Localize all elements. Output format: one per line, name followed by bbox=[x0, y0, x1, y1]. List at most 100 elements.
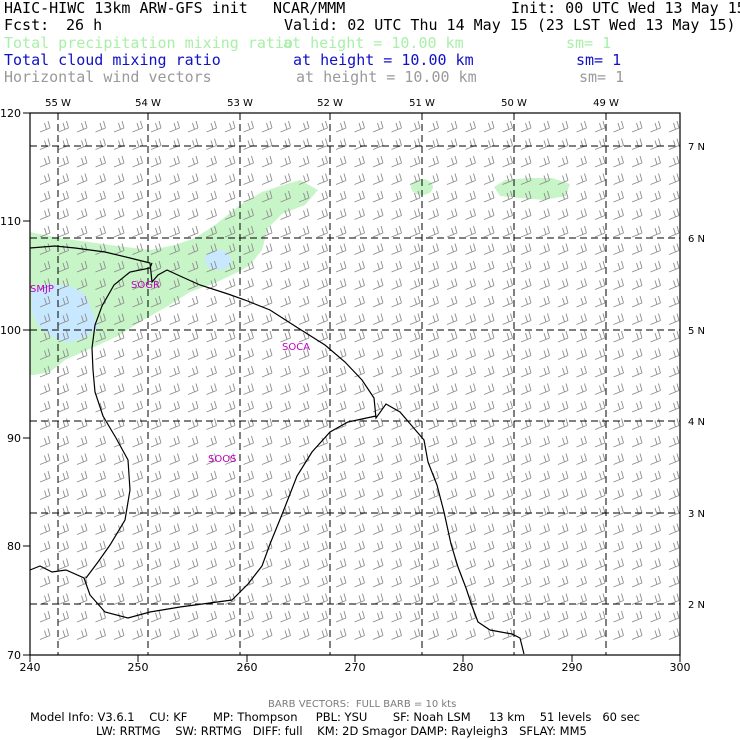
wind-barb bbox=[169, 558, 180, 570]
wind-barb bbox=[280, 348, 291, 360]
wind-barb bbox=[520, 190, 532, 203]
wind-barb bbox=[132, 243, 143, 255]
wind-barb bbox=[187, 243, 199, 255]
wind-barb bbox=[650, 400, 661, 413]
wind-barb bbox=[150, 190, 162, 203]
wind-barb bbox=[224, 243, 236, 255]
wind-barb bbox=[613, 540, 624, 553]
wind-barb bbox=[465, 540, 476, 553]
wind-barb bbox=[557, 470, 569, 483]
wind-barb bbox=[502, 593, 513, 605]
wind-barb bbox=[298, 523, 310, 535]
wind-barb bbox=[76, 138, 88, 150]
wind-barb bbox=[631, 173, 643, 185]
wind-barb bbox=[594, 610, 606, 623]
wind-barb bbox=[298, 575, 310, 588]
wind-barb bbox=[187, 348, 199, 360]
wind-barb bbox=[391, 330, 402, 343]
wind-barb bbox=[150, 540, 162, 553]
wind-barb bbox=[317, 575, 328, 588]
longitude-label: 52 W bbox=[317, 98, 343, 109]
wind-barb bbox=[39, 505, 51, 518]
wind-barb bbox=[206, 208, 217, 220]
wind-barb bbox=[372, 208, 384, 220]
wind-barb bbox=[668, 173, 680, 185]
cloud-field-smooth: sm= 1 bbox=[576, 51, 622, 69]
wind-barb bbox=[668, 488, 680, 500]
wind-barb bbox=[465, 575, 476, 588]
wind-barb bbox=[317, 400, 328, 413]
y-tick-label: 100 bbox=[0, 324, 21, 337]
wind-barb bbox=[631, 383, 643, 395]
wind-barb bbox=[58, 190, 69, 203]
wind-barb bbox=[280, 383, 291, 395]
wind-barb bbox=[206, 155, 217, 168]
wind-barb bbox=[58, 138, 69, 150]
wind-barb bbox=[483, 278, 495, 290]
station-label: SOCA bbox=[282, 342, 310, 353]
wind-barb bbox=[520, 453, 532, 465]
y-tick-label: 90 bbox=[7, 432, 21, 445]
wind-barb bbox=[261, 400, 273, 413]
wind-barb bbox=[631, 120, 643, 133]
x-tick-label: 240 bbox=[20, 661, 41, 674]
wind-barb bbox=[261, 243, 273, 255]
wind-barb bbox=[95, 190, 106, 203]
wind-barb bbox=[650, 523, 661, 535]
wind-barb bbox=[409, 313, 421, 325]
wind-barb bbox=[594, 593, 606, 605]
wind-barb bbox=[391, 295, 402, 308]
wind-barb bbox=[465, 260, 476, 273]
wind-barb bbox=[132, 155, 143, 168]
wind-barb bbox=[113, 243, 125, 255]
wind-barb bbox=[502, 453, 513, 465]
wind-barb bbox=[483, 155, 495, 168]
wind-barb bbox=[150, 155, 162, 168]
wind-barb bbox=[465, 138, 476, 150]
wind-barb bbox=[187, 523, 199, 535]
wind-barb bbox=[224, 575, 236, 588]
wind-barb bbox=[298, 348, 310, 360]
wind-barb bbox=[631, 225, 643, 238]
wind-barb bbox=[39, 453, 51, 465]
wind-barb bbox=[224, 225, 236, 238]
wind-barb bbox=[409, 558, 421, 570]
lat-lon-grid bbox=[30, 113, 680, 655]
wind-barb bbox=[243, 418, 254, 430]
wind-barb bbox=[150, 243, 162, 255]
wind-barb bbox=[409, 575, 421, 588]
wind-barb bbox=[502, 470, 513, 483]
wind-barb bbox=[631, 330, 643, 343]
wind-barb bbox=[372, 418, 384, 430]
wind-barb bbox=[539, 558, 550, 570]
wind-barb bbox=[428, 260, 439, 273]
wind-barb bbox=[298, 278, 310, 290]
wind-barb bbox=[557, 628, 569, 640]
wind-barb bbox=[224, 540, 236, 553]
wind-barb bbox=[298, 313, 310, 325]
wind-barb bbox=[520, 365, 532, 378]
wind-barb bbox=[335, 540, 347, 553]
precip-shading bbox=[30, 178, 570, 375]
wind-barb bbox=[557, 400, 569, 413]
wind-barb bbox=[298, 505, 310, 518]
wind-barb bbox=[428, 488, 439, 500]
wind-barb bbox=[58, 418, 69, 430]
wind-barb bbox=[224, 348, 236, 360]
wind-barb bbox=[446, 190, 458, 203]
wind-barb bbox=[132, 120, 143, 133]
wind-barb bbox=[650, 628, 661, 640]
wind-barb bbox=[206, 628, 217, 640]
wind-barb bbox=[428, 593, 439, 605]
wind-barb bbox=[261, 610, 273, 623]
wind-barb bbox=[298, 120, 310, 133]
wind-barb bbox=[76, 365, 88, 378]
wind-barb bbox=[169, 505, 180, 518]
wind-barb bbox=[502, 435, 513, 448]
wind-barb bbox=[95, 435, 106, 448]
wind-barb bbox=[594, 365, 606, 378]
wind-barb bbox=[261, 383, 273, 395]
wind-barb bbox=[224, 505, 236, 518]
wind-barb bbox=[372, 295, 384, 308]
wind-barb bbox=[502, 540, 513, 553]
